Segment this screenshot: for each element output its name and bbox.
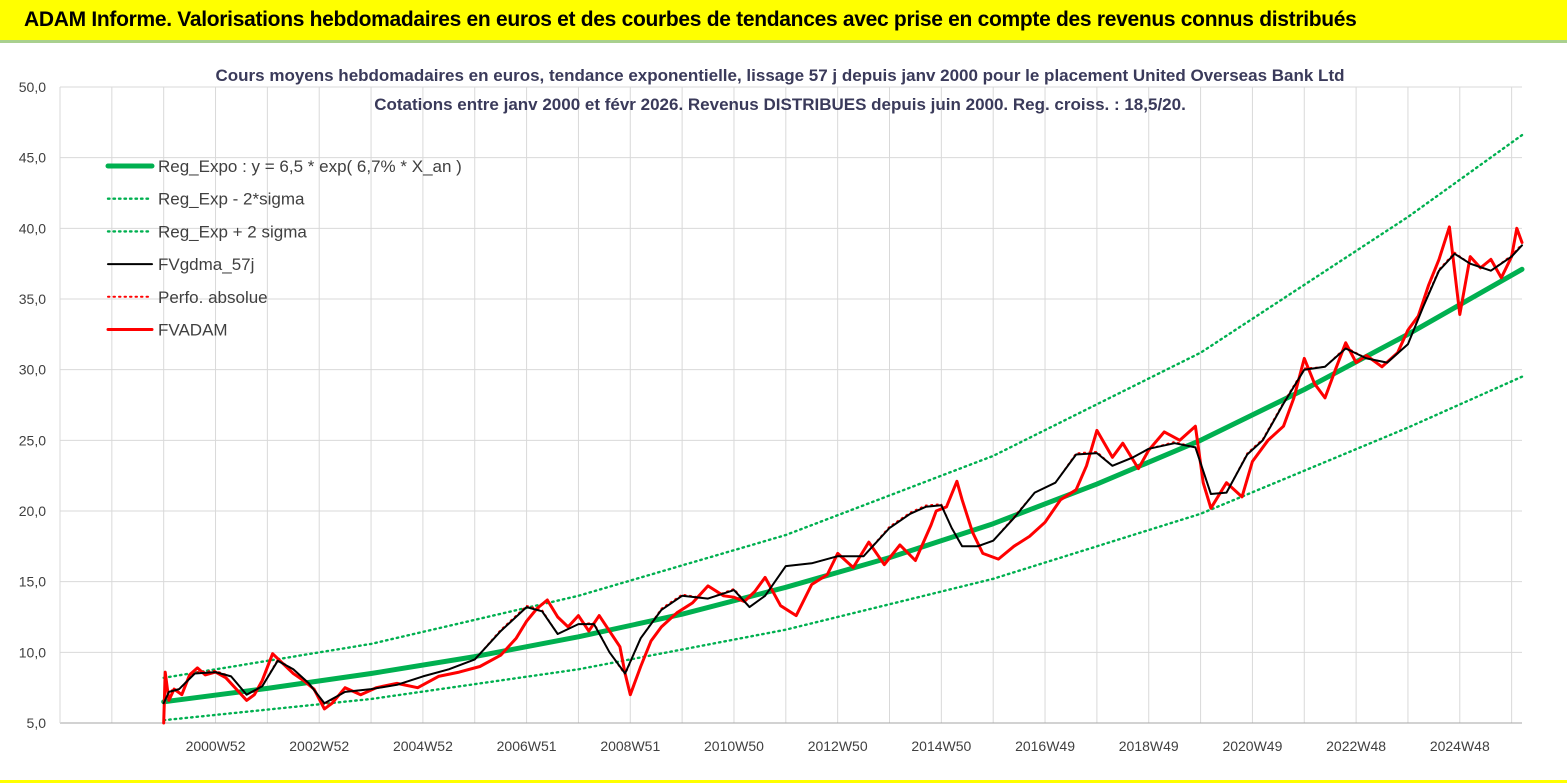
x-tick-label: 2024W48 <box>1430 738 1490 754</box>
chart-title: Cours moyens hebdomadaires en euros, ten… <box>216 66 1345 85</box>
x-tick-label: 2012W50 <box>808 738 868 754</box>
grid-lines <box>59 86 1522 724</box>
x-tick-label: 2000W52 <box>186 738 246 754</box>
x-tick-label: 2022W48 <box>1326 738 1386 754</box>
x-tick-label: 2014W50 <box>911 738 971 754</box>
series-line-0 <box>161 266 1525 705</box>
legend-label: Reg_Exp - 2*sigma <box>158 190 305 209</box>
bottom-strip <box>0 780 1567 783</box>
legend-label: FVgdma_57j <box>158 255 254 274</box>
x-tick-label: 2008W51 <box>600 738 660 754</box>
x-tick-label: 2018W49 <box>1119 738 1179 754</box>
y-tick-label: 20,0 <box>19 503 46 519</box>
series-group <box>161 133 1525 725</box>
x-tick-label: 2006W51 <box>497 738 557 754</box>
legend-label: Reg_Expo : y = 6,5 * exp( 6,7% * X_an ) <box>158 157 462 176</box>
y-tick-label: 40,0 <box>19 220 46 236</box>
legend: Reg_Expo : y = 6,5 * exp( 6,7% * X_an ) R… <box>105 157 462 340</box>
y-tick-label: 10,0 <box>19 644 46 660</box>
series-line-1 <box>162 375 1524 722</box>
y-tick-label: 25,0 <box>19 432 46 448</box>
series-line-5 <box>162 225 1524 725</box>
y-tick-label: 5,0 <box>27 715 47 731</box>
y-tick-label: 45,0 <box>19 150 46 166</box>
y-tick-label: 35,0 <box>19 291 46 307</box>
y-tick-label: 30,0 <box>19 362 46 378</box>
series-line-4 <box>162 243 1523 706</box>
title-banner: ADAM Informe. Valorisations hebdomadaire… <box>0 0 1567 40</box>
legend-label: Reg_Exp + 2 sigma <box>158 222 307 241</box>
x-tick-label: 2016W49 <box>1015 738 1075 754</box>
banner-separator <box>0 40 1567 43</box>
legend-label: Perfo. absolue <box>158 288 268 307</box>
series-line-2 <box>162 133 1524 679</box>
chart-frame: 5,0 10,0 15,0 20,0 25,0 30,0 35,0 40,0 45,0 50,0 2… <box>0 45 1564 779</box>
chart-subtitle: Cotations entre janv 2000 et févr 2026. … <box>374 95 1186 114</box>
chart-svg: 5,0 10,0 15,0 20,0 25,0 30,0 35,0 40,0 45,0 50,0 2… <box>19 66 1525 754</box>
series-line-3 <box>162 244 1523 705</box>
x-tick-label: 2010W50 <box>704 738 764 754</box>
y-tick-label: 15,0 <box>19 574 46 590</box>
axes: 5,0 10,0 15,0 20,0 25,0 30,0 35,0 40,0 45,0 50,0 2… <box>19 79 1522 754</box>
x-tick-label: 2020W49 <box>1222 738 1282 754</box>
y-tick-label: 50,0 <box>19 79 46 95</box>
x-tick-label: 2004W52 <box>393 738 453 754</box>
x-tick-label: 2002W52 <box>289 738 349 754</box>
legend-label: FVADAM <box>158 321 228 340</box>
banner-title: ADAM Informe. Valorisations hebdomadaire… <box>24 8 1357 31</box>
